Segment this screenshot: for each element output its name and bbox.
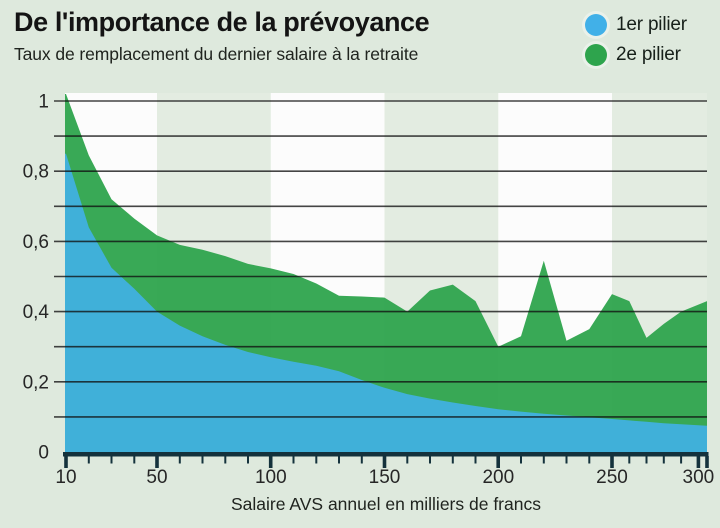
chart-title: De l'importance de la prévoyance	[14, 7, 430, 37]
x-tick-minor	[520, 456, 522, 464]
legend-label-pillar2: 2e pilier	[616, 44, 681, 65]
x-tick-minor	[588, 456, 591, 464]
x-tick-major	[155, 456, 159, 468]
x-tick-major	[696, 456, 701, 468]
legend-item-pillar2: 2e pilier	[585, 40, 710, 70]
x-tick-minor	[628, 456, 631, 464]
legend-label-pillar1: 1er pilier	[616, 14, 687, 35]
x-tick-minor	[474, 456, 477, 464]
x-tick-minor	[224, 456, 227, 464]
x-tick-label: 250	[596, 467, 628, 488]
x-tick-major	[496, 456, 500, 468]
legend: 1er pilier 2e pilier	[585, 10, 710, 70]
legend-item-pillar1: 1er pilier	[585, 10, 710, 40]
pillar1-swatch-icon	[585, 14, 607, 36]
x-tick-minor	[360, 456, 363, 464]
y-tick-label: 0,4	[23, 302, 50, 323]
series-areas	[65, 94, 707, 452]
x-tick-minor	[292, 456, 295, 464]
x-axis-title: Salaire AVS annuel en milliers de francs	[231, 494, 541, 514]
x-tick-major	[610, 456, 614, 468]
y-tick-label: 0,8	[23, 162, 49, 183]
chart-subtitle: Taux de remplacement du dernier salaire …	[14, 43, 419, 64]
chart-header: De l'importance de la prévoyance Taux de…	[14, 6, 584, 65]
x-tick-minor	[110, 456, 113, 464]
gridlines	[54, 100, 707, 418]
x-tick-major	[64, 456, 68, 468]
x-tick-minor	[451, 456, 454, 464]
x-tick-minor	[133, 456, 136, 464]
x-tick-minor	[178, 456, 181, 464]
x-tick-minor	[87, 456, 90, 464]
x-tick-minor	[645, 456, 648, 464]
x-tick-minor	[565, 456, 568, 464]
y-tick-label: 0,6	[23, 232, 49, 253]
x-tick-minor	[662, 456, 665, 464]
x-tick-label: 300	[683, 467, 715, 488]
x-tick-label: 100	[255, 467, 287, 488]
x-tick-major	[268, 456, 273, 468]
x-tick-minor	[680, 456, 683, 464]
y-tick-label: 1	[38, 92, 49, 113]
pillar1-area	[65, 153, 707, 452]
x-tick-minor	[542, 456, 545, 464]
x-tick-minor	[429, 456, 431, 464]
x-tick-label: 200	[482, 467, 514, 488]
y-tick-labels: 1 0,8 0,6 0,4 0,2 0	[23, 92, 50, 464]
x-tick-minor	[247, 456, 249, 464]
y-tick-label: 0	[38, 443, 49, 464]
x-axis-line	[63, 452, 709, 457]
x-tick-major	[382, 456, 387, 468]
pillar2-swatch-icon	[585, 44, 607, 66]
x-tick-major	[705, 456, 709, 468]
x-tick-labels: 10 50 100 150 200 250 300	[55, 467, 714, 488]
x-tick-minor	[201, 456, 204, 464]
x-axis	[63, 452, 709, 468]
x-tick-minor	[338, 456, 340, 464]
x-tick-minor	[315, 456, 318, 464]
x-tick-label: 50	[146, 467, 167, 488]
x-tick-minor	[406, 456, 409, 464]
x-tick-label: 150	[369, 467, 401, 488]
x-tick-label: 10	[55, 467, 76, 488]
y-tick-label: 0,2	[23, 372, 49, 393]
